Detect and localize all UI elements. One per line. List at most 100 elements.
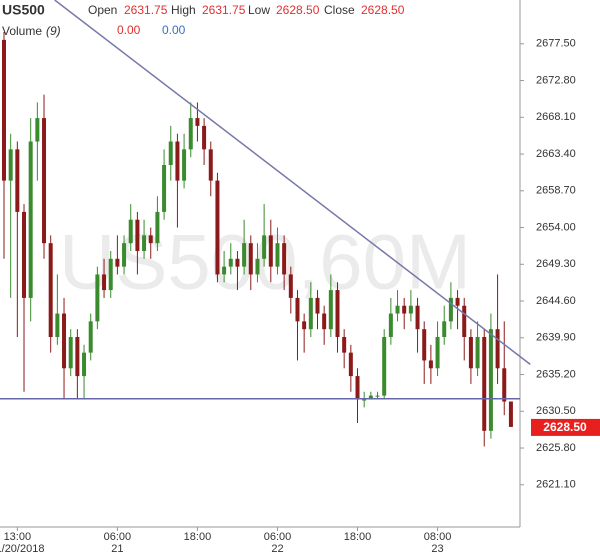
watermark-layer: US500,60M — [59, 218, 471, 306]
candle-body — [115, 258, 120, 267]
candle-body — [142, 235, 147, 251]
candle-body — [48, 243, 53, 337]
candle-body — [442, 321, 447, 337]
candle-body — [215, 180, 220, 275]
candle-body — [188, 118, 193, 150]
candle-body — [395, 305, 400, 314]
candle-body — [222, 266, 227, 275]
symbol: US500 — [2, 2, 45, 18]
candle-body — [195, 118, 200, 126]
candle-body — [128, 219, 133, 244]
y-tick-label: 2630.50 — [536, 405, 576, 417]
open-value: 2631.75 — [124, 3, 168, 17]
candle-body — [295, 297, 300, 322]
candle-body — [62, 313, 67, 369]
candle-body — [42, 118, 47, 244]
candle-body — [28, 141, 33, 298]
candle-body — [202, 125, 207, 150]
candle-body — [35, 118, 40, 142]
candle-body — [302, 321, 307, 330]
high-label: High — [171, 3, 196, 17]
candle-body — [415, 305, 420, 330]
y-tick-label: 2625.80 — [536, 442, 576, 454]
y-tick-label: 2668.10 — [536, 111, 576, 123]
candle-body — [135, 219, 140, 251]
volume-label: Volume — [2, 24, 42, 38]
candle-body — [362, 399, 367, 401]
open-label: Open — [88, 3, 117, 17]
volume-b: 0.00 — [162, 23, 186, 37]
candle-body — [355, 376, 360, 400]
candle-body — [248, 243, 253, 275]
candle-body — [148, 235, 153, 244]
x-tick-label: 18:00 — [344, 531, 372, 543]
candle-body — [22, 211, 27, 298]
candle-body — [462, 305, 467, 337]
x-tick-label: 08:00 — [424, 531, 452, 543]
candle-body — [288, 274, 293, 298]
candle-body — [88, 321, 93, 353]
candle-body — [422, 329, 427, 361]
date-label: 11/20/2018 — [0, 543, 44, 555]
candle-body — [495, 329, 500, 369]
candle-body — [155, 211, 160, 244]
candle-body — [308, 297, 313, 330]
candle-body — [368, 395, 373, 400]
volume-a: 0.00 — [117, 23, 141, 37]
y-tick-label: 2621.10 — [536, 479, 576, 491]
watermark: US500,60M — [59, 218, 471, 306]
candle-body — [242, 243, 247, 267]
candle-body — [328, 290, 333, 330]
candle-body — [182, 149, 187, 181]
candle-body — [508, 401, 513, 427]
y-tick-label: 2677.50 — [536, 38, 576, 50]
candle-body — [482, 336, 487, 431]
high-value: 2631.75 — [202, 3, 246, 17]
candle-body — [102, 274, 107, 291]
candle-body — [122, 243, 127, 267]
candle-body — [55, 313, 60, 337]
candle-body — [75, 336, 80, 377]
candle-body — [488, 329, 493, 431]
candle-body — [168, 141, 173, 165]
candle-body — [342, 336, 347, 353]
close-value: 2628.50 — [361, 3, 405, 17]
candle-body — [335, 290, 340, 337]
candle-body — [15, 149, 20, 212]
last-price-tag — [531, 418, 600, 436]
y-tick-label: 2672.80 — [536, 74, 576, 86]
candle-body — [2, 39, 6, 181]
candle-body — [455, 297, 460, 306]
y-tick-label: 2644.60 — [536, 295, 576, 307]
candle-body — [95, 274, 100, 322]
candle-body — [275, 243, 280, 267]
y-tick-label: 2649.30 — [536, 258, 576, 270]
candle-body — [82, 352, 87, 377]
date-label: 21 — [111, 543, 123, 555]
y-tick-label: 2654.00 — [536, 221, 576, 233]
y-tick-label: 2639.90 — [536, 332, 576, 344]
candle-body — [235, 258, 240, 267]
y-tick-label: 2635.20 — [536, 368, 576, 380]
candle-body — [502, 368, 507, 402]
candle-body — [282, 243, 287, 275]
candle-body — [408, 305, 413, 314]
candle-body — [428, 360, 433, 369]
low-value: 2628.50 — [276, 3, 320, 17]
candle-body — [268, 235, 273, 267]
candle-body — [175, 141, 180, 181]
x-tick-label: 13:00 — [4, 531, 32, 543]
x-tick-label: 06:00 — [104, 531, 132, 543]
candle-body — [262, 235, 267, 259]
close-label: Close — [324, 3, 355, 17]
x-tick-label: 18:00 — [184, 531, 212, 543]
y-tick-label: 2663.40 — [536, 148, 576, 160]
last-price-label: 2628.50 — [543, 420, 587, 434]
candle-body — [8, 149, 13, 181]
x-tick-label: 06:00 — [264, 531, 292, 543]
volume-period: (9) — [46, 24, 61, 38]
candle-body — [322, 313, 327, 330]
candle-body — [468, 336, 473, 369]
candle-body — [388, 313, 393, 337]
